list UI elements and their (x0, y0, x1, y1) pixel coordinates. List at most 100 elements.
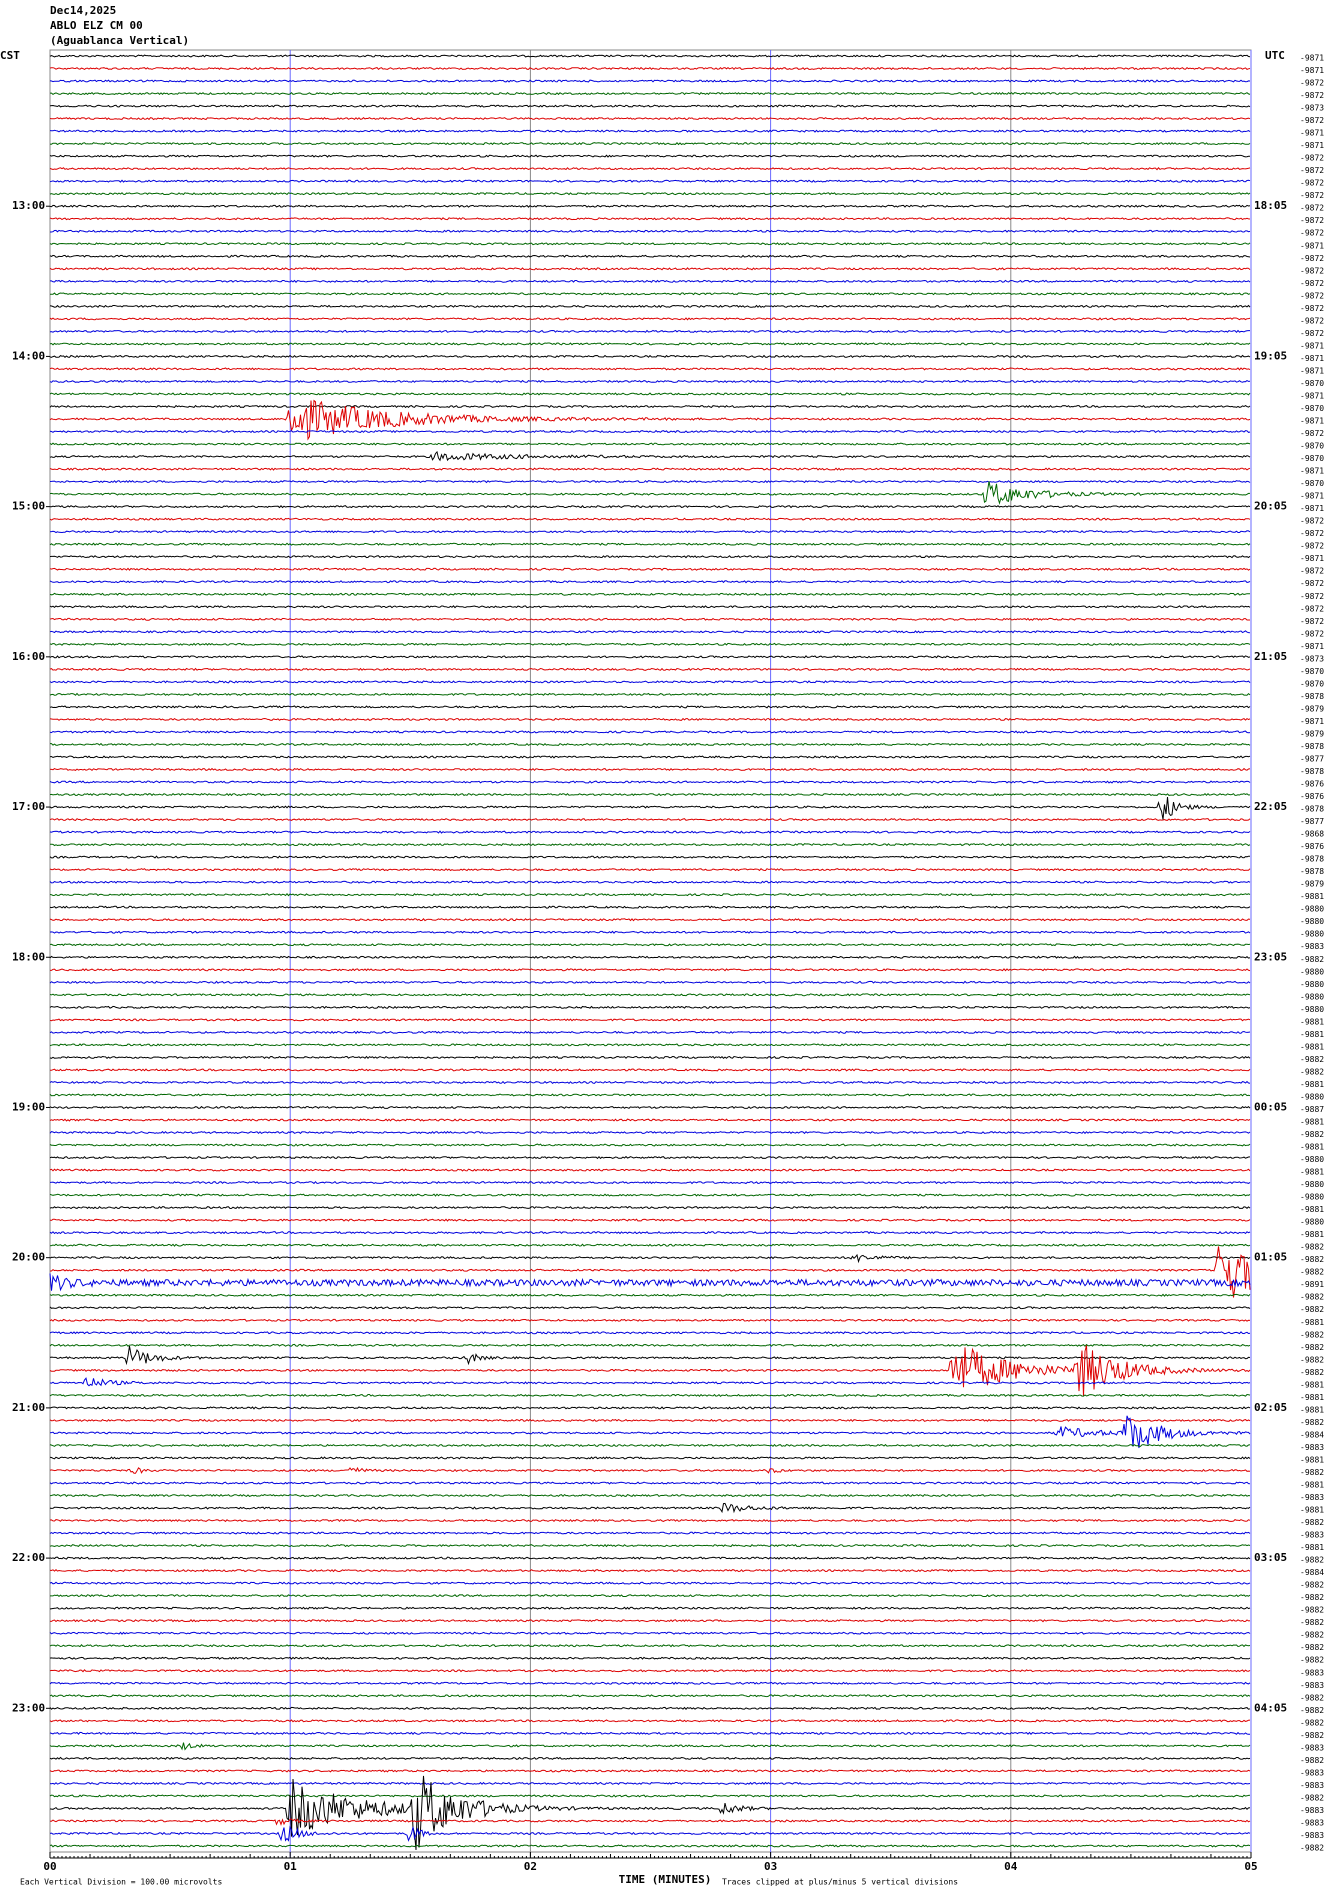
utc-hour-label: 20:05 (1254, 500, 1287, 513)
trace (49, 1093, 1251, 1097)
trace-label: -9882 (1300, 1243, 1324, 1252)
trace (49, 580, 1251, 584)
trace-label: -9883 (1300, 1768, 1324, 1777)
trace (49, 1543, 1251, 1548)
trace-label: -9882 (1300, 1631, 1324, 1640)
trace (49, 1443, 1251, 1448)
utc-hour-label: 00:05 (1254, 1100, 1287, 1113)
trace (49, 1794, 1251, 1798)
trace-label: -9881 (1300, 1168, 1324, 1177)
trace (49, 930, 1251, 934)
trace (49, 1168, 1251, 1172)
x-tick-label: 02 (524, 1860, 537, 1873)
trace (49, 479, 1251, 484)
trace-label: -9873 (1300, 654, 1324, 663)
trace-label: -9872 (1300, 542, 1324, 551)
trace (49, 797, 1251, 820)
trace-label: -9881 (1300, 892, 1324, 901)
trace (49, 1030, 1251, 1035)
trace (49, 605, 1251, 609)
trace (49, 1415, 1251, 1449)
trace-label: -9881 (1300, 1117, 1324, 1126)
trace (49, 755, 1251, 759)
scale-note: Each Vertical Division = 100.00 microvol… (20, 1878, 222, 1887)
trace (49, 1466, 1251, 1474)
trace (49, 880, 1251, 884)
utc-hour-label: 03:05 (1254, 1551, 1287, 1564)
trace (49, 329, 1250, 334)
trace (49, 1518, 1251, 1523)
trace (49, 342, 1251, 346)
trace-label: -9882 (1300, 1305, 1324, 1314)
trace (49, 1218, 1251, 1222)
trace (50, 92, 1251, 96)
trace (49, 1568, 1251, 1573)
trace (49, 1731, 1250, 1735)
trace-label: -9872 (1300, 179, 1324, 188)
trace (49, 450, 1251, 462)
trace (49, 1775, 1251, 1851)
trace-label: -9872 (1300, 279, 1324, 288)
trace (49, 1318, 1251, 1322)
trace-label: -9880 (1300, 917, 1324, 926)
trace-label: -9878 (1300, 767, 1324, 776)
date: Dec14,2025 (50, 4, 116, 17)
trace (49, 1377, 1251, 1387)
trace (49, 1756, 1251, 1760)
trace (49, 1681, 1251, 1685)
trace (49, 630, 1251, 634)
trace-label: -9871 (1300, 129, 1324, 138)
trace-label: -9880 (1300, 1218, 1324, 1227)
trace-label: -9880 (1300, 1092, 1324, 1101)
trace-label: -9872 (1300, 316, 1324, 325)
trace (49, 1118, 1251, 1122)
trace (49, 354, 1251, 358)
trace-label: -9872 (1300, 592, 1324, 601)
trace (49, 1493, 1251, 1498)
trace (49, 617, 1250, 621)
trace (49, 905, 1251, 909)
trace-label: -9876 (1300, 792, 1324, 801)
trace-label: -9882 (1300, 955, 1324, 964)
trace-label: -9870 (1300, 442, 1324, 451)
trace-label: -9881 (1300, 1455, 1324, 1464)
trace (49, 792, 1251, 797)
trace (49, 1769, 1251, 1773)
trace (49, 867, 1251, 872)
trace-label: -9883 (1300, 1806, 1324, 1815)
trace-label: -9870 (1300, 379, 1324, 388)
utc-hour-label: 19:05 (1254, 349, 1287, 362)
site: (Aguablanca Vertical) (50, 34, 189, 47)
trace (49, 705, 1251, 709)
trace-label: -9883 (1300, 1831, 1324, 1840)
trace-label: -9882 (1300, 1581, 1324, 1590)
trace-label: -9872 (1300, 166, 1324, 175)
trace (49, 655, 1251, 659)
trace (49, 542, 1251, 546)
trace (49, 116, 1251, 121)
trace-label: -9881 (1300, 1405, 1324, 1414)
trace-label: -9883 (1300, 1493, 1324, 1502)
trace-label: -9882 (1300, 1618, 1324, 1627)
trace-label: -9881 (1300, 1030, 1324, 1039)
trace (49, 1406, 1251, 1410)
trace-label: -9871 (1300, 467, 1324, 476)
trace-label: -9880 (1300, 980, 1324, 989)
trace (49, 1742, 1251, 1751)
trace (49, 1656, 1251, 1660)
trace-label: -9873 (1300, 104, 1324, 113)
trace-label: -9881 (1300, 1230, 1324, 1239)
trace-label: -9871 (1300, 504, 1324, 513)
trace-label: -9880 (1300, 1193, 1324, 1202)
x-axis-title: TIME (MINUTES) (619, 1873, 712, 1886)
trace (49, 1346, 1251, 1366)
trace (49, 154, 1250, 158)
utc-hour-label: 22:05 (1254, 800, 1287, 813)
trace-label: -9884 (1300, 1430, 1324, 1439)
trace (49, 517, 1251, 521)
trace (49, 592, 1251, 596)
trace-label: -9871 (1300, 66, 1324, 75)
trace-label: -9882 (1300, 1368, 1324, 1377)
trace (49, 1253, 1251, 1264)
trace (49, 292, 1251, 296)
